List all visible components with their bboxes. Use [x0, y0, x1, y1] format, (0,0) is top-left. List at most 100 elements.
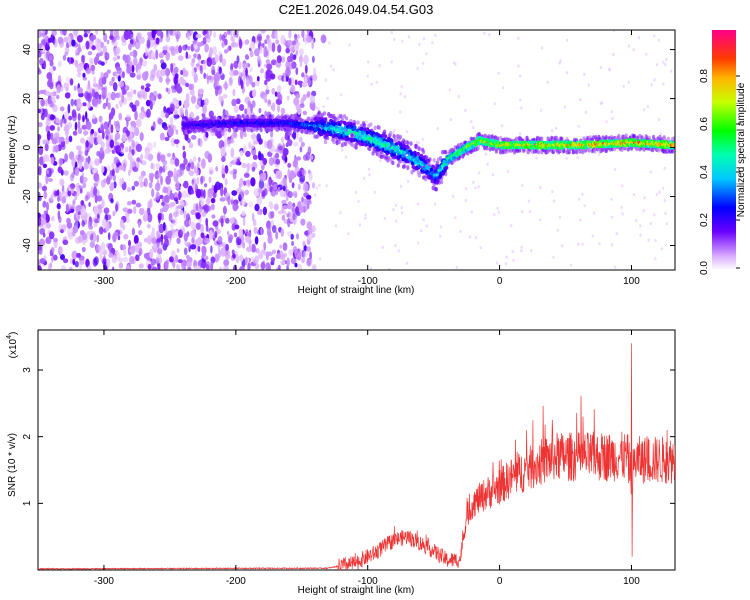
noise-blob: [138, 207, 145, 216]
noise-blob: [173, 114, 180, 119]
noise-blob: [200, 176, 204, 185]
noise-blob: [238, 104, 245, 111]
noise-blob: [58, 136, 65, 142]
noise-blob: [157, 212, 163, 221]
noise-blob: [405, 130, 409, 134]
noise-blob: [90, 64, 96, 71]
noise-blob: [579, 98, 582, 102]
noise-blob: [611, 116, 614, 121]
noise-blob: [232, 88, 236, 97]
noise-blob: [135, 243, 140, 253]
noise-blob: [81, 44, 86, 51]
noise-blob: [82, 76, 88, 81]
noise-blob: [133, 180, 139, 187]
noise-blob: [399, 185, 403, 189]
noise-blob: [173, 167, 177, 177]
noise-blob: [178, 190, 182, 201]
noise-blob: [166, 152, 172, 158]
noise-blob: [262, 206, 267, 216]
noise-blob: [311, 104, 316, 112]
noise-blob: [230, 199, 234, 205]
noise-blob: [234, 224, 240, 230]
noise-blob: [38, 122, 43, 128]
noise-blob: [64, 153, 68, 163]
noise-blob: [258, 251, 264, 260]
noise-blob: [106, 176, 111, 185]
noise-blob: [421, 137, 424, 141]
noise-blob: [195, 33, 202, 39]
noise-blob: [517, 36, 520, 40]
noise-blob: [598, 242, 601, 246]
noise-blob: [216, 253, 220, 261]
noise-blob: [74, 166, 80, 176]
noise-blob: [407, 35, 411, 39]
noise-blob: [216, 80, 220, 87]
noise-blob: [399, 92, 402, 96]
noise-blob: [90, 185, 94, 195]
noise-blob: [176, 86, 183, 94]
noise-blob: [495, 261, 499, 265]
noise-blob: [87, 80, 91, 90]
noise-blob: [113, 181, 117, 189]
ridge-halo-point: [383, 129, 387, 134]
noise-blob: [610, 110, 613, 114]
noise-blob: [114, 35, 121, 41]
noise-blob: [87, 265, 92, 270]
noise-blob: [280, 260, 286, 265]
noise-blob: [106, 258, 111, 268]
noise-blob: [134, 39, 141, 50]
noise-blob: [311, 91, 314, 97]
noise-blob: [181, 190, 188, 199]
noise-blob: [85, 258, 90, 268]
noise-blob: [91, 70, 95, 75]
noise-blob: [287, 217, 291, 228]
noise-blob: [496, 206, 499, 210]
noise-blob: [195, 104, 200, 110]
noise-blob: [209, 30, 212, 37]
noise-blob: [257, 76, 260, 82]
noise-blob: [45, 44, 50, 51]
noise-blob: [483, 31, 486, 35]
noise-blob: [96, 195, 103, 202]
noise-blob: [175, 199, 179, 205]
noise-blob: [209, 229, 213, 240]
noise-blob: [643, 196, 646, 200]
noise-blob: [129, 39, 134, 44]
noise-blob: [60, 140, 66, 148]
ridge-halo-point: [617, 133, 621, 139]
noise-blob: [296, 156, 301, 161]
noise-blob: [221, 41, 225, 48]
noise-blob: [197, 245, 201, 252]
noise-blob: [38, 265, 42, 270]
noise-blob: [265, 59, 271, 64]
noise-blob: [563, 105, 567, 109]
noise-blob: [195, 222, 201, 230]
noise-blob: [266, 251, 269, 261]
noise-blob: [185, 51, 188, 59]
noise-blob: [165, 87, 169, 92]
noise-blob: [212, 220, 219, 227]
noise-blob: [105, 97, 109, 107]
noise-blob: [600, 101, 604, 105]
noise-blob: [258, 107, 262, 114]
noise-blob: [457, 95, 460, 99]
noise-blob: [184, 70, 189, 77]
noise-blob: [642, 108, 646, 112]
noise-blob: [146, 252, 150, 261]
noise-blob: [72, 258, 76, 266]
noise-blob: [106, 91, 112, 101]
noise-blob: [211, 214, 216, 219]
noise-blob: [348, 43, 351, 47]
noise-blob: [221, 156, 226, 163]
noise-blob: [176, 248, 180, 253]
noise-blob: [286, 95, 290, 101]
noise-blob: [302, 240, 306, 247]
noise-blob: [250, 177, 256, 187]
noise-blob: [45, 125, 50, 133]
noise-blob: [213, 73, 219, 83]
noise-blob: [627, 80, 631, 84]
noise-blob: [301, 168, 307, 177]
noise-blob: [134, 100, 140, 107]
noise-blob: [40, 214, 46, 219]
noise-blob: [370, 82, 373, 86]
